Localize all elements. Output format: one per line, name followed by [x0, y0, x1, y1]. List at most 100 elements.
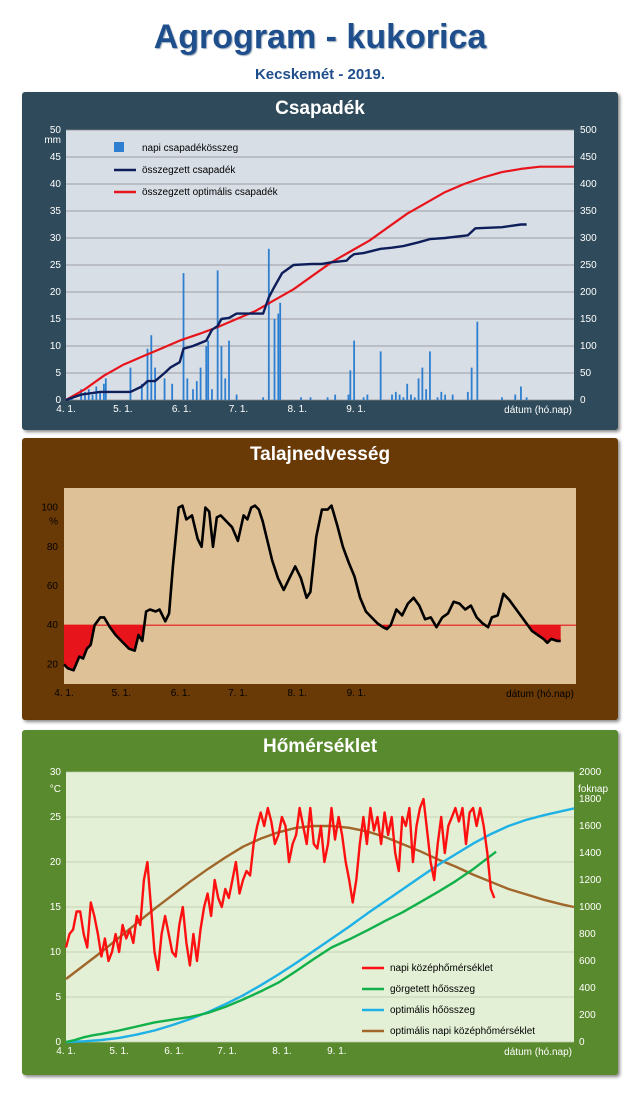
y-left-tick-label: 0	[55, 1037, 61, 1048]
soil-x-tick-label: 9. 1.	[347, 688, 366, 699]
y-left-tick-label: 30	[50, 233, 62, 244]
precip-bar	[520, 386, 522, 400]
precipitation-chart: 0510152025303540455005010015020025030035…	[44, 125, 597, 416]
y-left-tick-label: 45	[50, 152, 62, 163]
y-right-tick-label: 300	[580, 233, 597, 244]
precip-bar	[476, 321, 479, 400]
soil-x-tick-label: 7. 1.	[228, 688, 247, 699]
y-left-tick-label: 15	[50, 902, 62, 913]
soil-moisture-line	[63, 504, 561, 672]
precip-bar	[406, 383, 409, 400]
precip-bar	[199, 367, 202, 400]
precipitation-chart-title: Csapadék	[275, 98, 365, 119]
y-right-tick-label: 350	[580, 206, 597, 217]
precip-bar	[421, 367, 424, 400]
precip-bar	[207, 340, 210, 400]
temp-x-tick-label: 8. 1.	[272, 1046, 291, 1057]
precip-bar	[192, 389, 194, 400]
y-left-tick-label: 40	[50, 179, 62, 190]
y-right-tick-label: 1400	[579, 848, 602, 859]
legend-label: optimális hőösszeg	[390, 1005, 475, 1016]
precip-bar	[186, 378, 189, 400]
y-left-axis-label: °C	[50, 784, 61, 795]
precip-bar	[402, 397, 405, 400]
optimal-heat-sum-line	[65, 807, 575, 1044]
precip-bar	[451, 394, 454, 400]
precip-bar	[334, 394, 337, 400]
precip-bar	[347, 394, 350, 400]
precip-x-tick-label: 5. 1.	[113, 404, 132, 415]
legend-label: napi csapadékösszeg	[142, 143, 238, 154]
y-right-tick-label: 800	[579, 929, 596, 940]
precip-bar	[425, 389, 428, 400]
precip-bar	[466, 391, 469, 400]
legend-label: optimális napi középhőmérséklet	[390, 1026, 535, 1037]
temp-x-tick-label: 6. 1.	[164, 1046, 183, 1057]
y-left-tick-label: 25	[50, 260, 62, 271]
rolling-heat-sum-line	[65, 850, 497, 1044]
y-axis-label: %	[49, 517, 58, 528]
legend-label: összegzett csapadék	[142, 165, 236, 176]
precip-bar	[220, 346, 223, 400]
temp-x-tick-label: 7. 1.	[217, 1046, 236, 1057]
precip-bar	[413, 397, 416, 400]
soil-x-tick-label: 5. 1.	[112, 688, 131, 699]
precip-bar	[171, 383, 174, 400]
soil-x-tick-label: 6. 1.	[171, 688, 190, 699]
precip-x-tick-label: 8. 1.	[288, 404, 307, 415]
y-tick-label: 40	[47, 620, 59, 631]
legend-swatch-bars	[114, 142, 124, 152]
y-right-tick-label: 1000	[579, 902, 602, 913]
legend-label: görgetett hőösszeg	[390, 984, 475, 995]
precip-bar	[267, 248, 270, 400]
y-right-tick-label: 200	[580, 287, 597, 298]
cumulative-line	[65, 223, 527, 402]
precip-x-tick-label: 7. 1.	[229, 404, 248, 415]
y-right-tick-label: 400	[579, 983, 596, 994]
y-right-tick-label: 450	[580, 152, 597, 163]
precip-bar	[146, 348, 149, 400]
page-subtitle: Kecskemét - 2019.	[254, 66, 386, 83]
precip-bar	[129, 367, 132, 400]
precip-bar	[228, 340, 230, 400]
y-tick-label: 60	[47, 581, 59, 592]
precip-bar	[436, 397, 439, 400]
precip-bar	[362, 397, 365, 400]
precip-bar	[300, 397, 302, 400]
temperature-chart: 0 5 10 15 20 25 30 0 200 400 600 800 1000 1200 1400 160…	[50, 767, 609, 1058]
y-tick-label: 80	[47, 542, 59, 553]
temp-x-axis-label: dátum (hó.nap)	[504, 1047, 572, 1058]
precip-bar	[525, 397, 528, 400]
soil-x-axis-label: dátum (hó.nap)	[506, 689, 574, 700]
y-left-tick-label: 5	[55, 368, 61, 379]
y-tick-label: 20	[47, 659, 59, 670]
y-left-tick-label: 30	[50, 767, 62, 778]
y-right-tick-label: 1800	[579, 794, 602, 805]
precip-bar	[195, 381, 198, 400]
y-right-tick-label: 1600	[579, 821, 602, 832]
temperature-panel: Hőmérséklet 0 5 10 15 20 25 30 0 200 400 600 800 100…	[22, 730, 618, 1075]
y-left-tick-label: 20	[50, 287, 62, 298]
precip-bar	[349, 370, 352, 400]
precip-bar	[366, 394, 369, 400]
temp-x-tick-label: 4. 1.	[56, 1046, 75, 1057]
soil-moisture-chart-title: Talajnedvesség	[249, 444, 391, 465]
precip-bar	[104, 378, 107, 400]
deficit-area	[64, 625, 95, 671]
precip-bar	[353, 340, 356, 400]
y-left-axis-label: mm	[44, 135, 61, 146]
y-right-tick-label: 0	[579, 1037, 585, 1048]
precip-bar	[262, 397, 265, 400]
precip-bar	[440, 391, 443, 400]
legend-label: összegzett optimális csapadék	[142, 187, 279, 198]
y-right-tick-label: 50	[580, 368, 592, 379]
precip-bar	[205, 346, 208, 400]
precip-bar	[216, 270, 219, 400]
precip-bar	[326, 397, 329, 400]
precip-bar	[150, 335, 153, 400]
precip-bar	[444, 394, 447, 400]
y-left-tick-label: 10	[50, 947, 62, 958]
precipitation-panel: Csapadék 0 5 10 15 20 25 30 35 40 45 50 0 50 100 150 20…	[22, 92, 618, 430]
precip-bar	[182, 273, 185, 400]
precip-bar	[163, 378, 166, 400]
